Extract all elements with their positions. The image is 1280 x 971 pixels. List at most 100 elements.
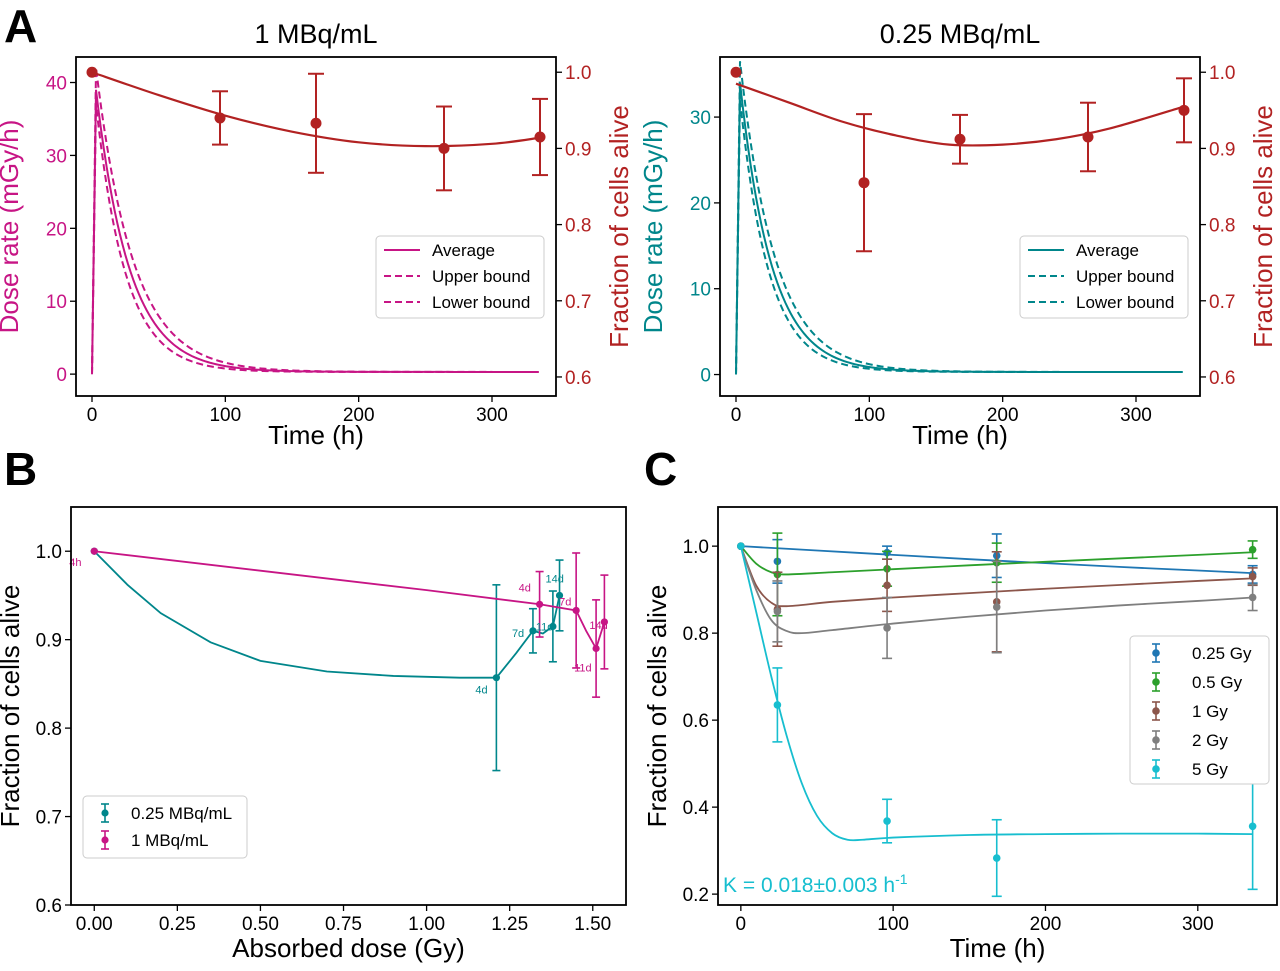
x-tick-label: 0.75: [325, 914, 362, 935]
y-tick-label: 10: [690, 280, 711, 301]
y-tick-label: 0.2: [683, 885, 709, 906]
y-tick-label: 0.4: [683, 798, 710, 819]
x-tick-label: 200: [1030, 914, 1062, 935]
legend-entry: Lower bound: [1076, 293, 1174, 312]
series-3-data-point: [992, 603, 1001, 611]
series-3-data-point: [1248, 593, 1257, 602]
legend: 0.25 Gy 0.5 Gy 1 Gy 2 Gy 5 Gy: [1129, 635, 1270, 785]
x-tick-label: 1.00: [408, 914, 445, 935]
survival-data-point: [534, 131, 546, 143]
x-tick-label: 1.50: [574, 914, 611, 935]
legend-box: [82, 795, 248, 859]
x-tick-label: 0: [87, 405, 98, 426]
point-label: 11d: [536, 621, 554, 633]
rate-constant-annotation: K = 0.018±0.003 h-1: [723, 871, 908, 897]
x-tick-label: 100: [853, 405, 885, 426]
rate-constant-unit-exponent: -1: [895, 871, 908, 887]
legend-entry: 0.25 MBq/mL: [131, 804, 232, 823]
panel-label-a: A: [4, 0, 37, 52]
series-2-data-point: [1248, 572, 1257, 581]
y-axis-label: Dose rate (mGy/h): [638, 120, 668, 334]
series-fit-line-4: [739, 545, 1253, 842]
legend-swatch-marker: [1152, 765, 1160, 773]
y-axis-label: Fraction of cells alive: [642, 585, 672, 828]
legend: Average Upper bound Lower bound: [375, 235, 545, 319]
legend-swatch-marker: [1152, 736, 1160, 744]
point-label: 14d: [546, 573, 564, 585]
x-axis-label: Time (h): [268, 420, 364, 450]
legend-entry: 1 Gy: [1192, 702, 1228, 721]
y-tick-label: 1.0: [683, 537, 709, 558]
y2-tick-label: 0.8: [565, 216, 591, 237]
y2-tick-label: 1.0: [565, 63, 591, 84]
chart-title: 1 MBq/mL: [254, 19, 377, 49]
legend-swatch-marker: [1152, 707, 1160, 715]
survival-fit-line: [91, 71, 541, 148]
plot-frame: [70, 506, 627, 906]
average-dose-line: [91, 89, 539, 375]
survival-data-point: [1178, 104, 1190, 116]
y-tick-label: 20: [46, 219, 67, 240]
panel-b-dose-survival-chart: 4d 7d 11d 14d 4h 4d 7d 11d 14d 0.00 0.25 0.50 0.75 1.…: [0, 506, 627, 963]
y-tick-label: 0.9: [36, 631, 62, 652]
x-tick-label: 0.00: [76, 914, 113, 935]
series-fit-line-1: [740, 545, 1253, 576]
point-label: 4h: [69, 557, 81, 569]
legend-swatch-marker: [101, 809, 109, 817]
series-3-data-point: [883, 624, 891, 632]
panel-label-b: B: [4, 443, 37, 495]
series-2-data-point: [883, 581, 891, 590]
x-tick-label: 0: [736, 914, 747, 935]
plot-frame: [75, 56, 557, 397]
point-label: 7d: [559, 596, 571, 608]
plot-frame: [719, 56, 1201, 397]
series-1-data-point: [535, 600, 544, 608]
y-tick-label: 0.6: [683, 711, 709, 732]
x-tick-label: 0.50: [242, 914, 279, 935]
series-3-data-point: [773, 607, 782, 616]
average-dose-line: [735, 82, 1183, 375]
survival-data-point: [86, 66, 98, 78]
survival-data-point: [438, 142, 450, 154]
legend-entry: Upper bound: [432, 267, 530, 286]
legend-box: [1019, 235, 1189, 319]
series-0-data-point: [492, 674, 500, 682]
legend: Average Upper bound Lower bound: [1019, 235, 1189, 319]
legend-swatch-marker: [1152, 678, 1160, 686]
legend: 0.25 MBq/mL 1 MBq/mL: [82, 795, 248, 859]
y2-axis-label: Fraction of cells alive: [604, 105, 634, 348]
survival-data-point: [954, 133, 966, 145]
y2-tick-label: 0.6: [565, 368, 591, 389]
y-tick-label: 0.7: [36, 808, 62, 829]
x-tick-label: 100: [209, 405, 241, 426]
series-4-data-point: [737, 542, 745, 550]
y2-tick-label: 0.9: [1209, 139, 1235, 160]
point-label: 4d: [519, 582, 531, 594]
x-axis-label: Time (h): [950, 933, 1046, 963]
legend-entry: 0.5 Gy: [1192, 673, 1243, 692]
series-1-data-point: [572, 606, 580, 615]
rate-constant-text: K = 0.018±0.003 h: [723, 874, 895, 897]
point-label: 14d: [589, 620, 607, 632]
x-tick-label: 0: [731, 405, 742, 426]
survival-data-point: [1082, 131, 1094, 143]
y2-axis-label: Fraction of cells alive: [1248, 105, 1278, 348]
series-0-data-point: [529, 627, 537, 635]
series-1-data-point: [600, 618, 608, 626]
series-fit-line-3: [740, 545, 1253, 635]
legend-entry: 2 Gy: [1192, 731, 1228, 750]
survival-fit-line: [735, 82, 1185, 147]
x-tick-label: 100: [877, 914, 909, 935]
y-tick-label: 0.8: [36, 719, 62, 740]
y-tick-label: 20: [690, 194, 711, 215]
x-tick-label: 1.25: [491, 914, 528, 935]
x-axis-label: Absorbed dose (Gy): [232, 933, 465, 963]
legend-swatch-marker: [101, 836, 109, 844]
x-tick-label: 0.25: [159, 914, 196, 935]
y-axis-label: Fraction of cells alive: [0, 585, 25, 828]
x-tick-label: 300: [476, 405, 508, 426]
y-tick-label: 40: [46, 74, 67, 95]
legend-entry: 5 Gy: [1192, 760, 1228, 779]
series-1-data-point: [1248, 545, 1257, 554]
